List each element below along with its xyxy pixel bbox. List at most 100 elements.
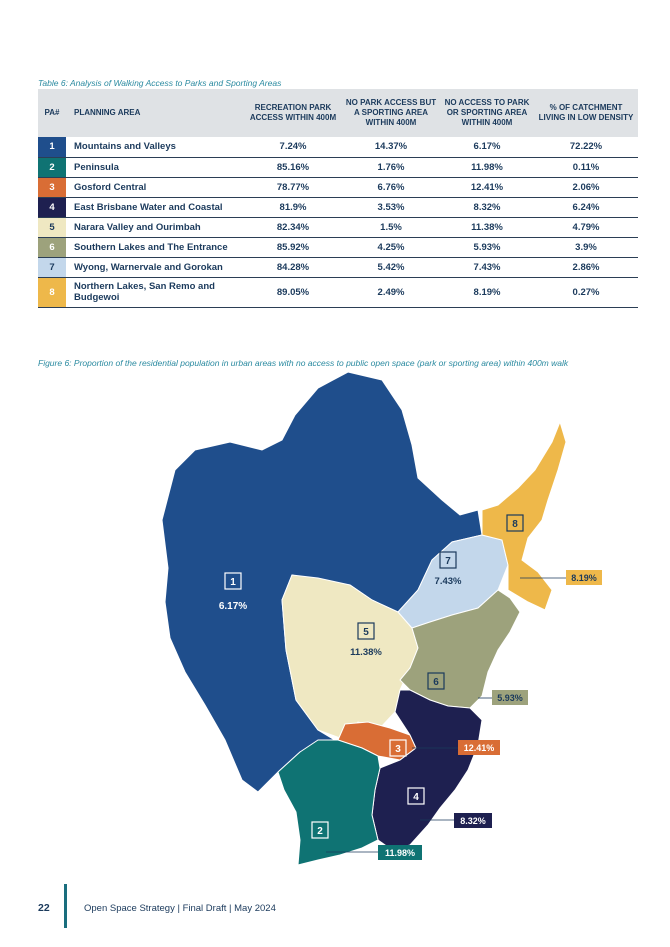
planning-area-name: Southern Lakes and The Entrance	[66, 237, 244, 258]
table-row: 2 Peninsula 85.16% 1.76% 11.98% 0.11%	[38, 157, 638, 178]
svg-text:2: 2	[317, 826, 323, 837]
pa-number: 4	[38, 197, 66, 218]
no-access-value: 6.17%	[440, 137, 534, 158]
header-pa: PA#	[38, 89, 66, 137]
no-access-value: 8.19%	[440, 277, 534, 308]
header-no-access: NO ACCESS TO PARK OR SPORTING AREA WITHI…	[440, 89, 534, 137]
planning-area-name: Northern Lakes, San Remo and Budgewoi	[66, 277, 244, 308]
recreation-access-value: 85.92%	[244, 237, 342, 258]
region-label-1: 1 6.17%	[219, 572, 247, 612]
planning-area-name: East Brisbane Water and Coastal	[66, 197, 244, 218]
planning-area-name: Wyong, Warnervale and Gorokan	[66, 257, 244, 278]
planning-areas-map: 1 6.17% 5 11.38% 7 7.43% 8 6 3 4 2 8.19%…	[161, 371, 602, 866]
planning-area-name: Mountains and Valleys	[66, 137, 244, 158]
svg-text:8.19%: 8.19%	[571, 573, 597, 583]
header-planning-area: PLANNING AREA	[66, 89, 244, 137]
footer-text: Open Space Strategy | Final Draft | May …	[84, 903, 276, 914]
header-sporting-access: NO PARK ACCESS BUT A SPORTING AREA WITHI…	[342, 89, 440, 137]
svg-text:1: 1	[230, 577, 236, 588]
no-access-value: 12.41%	[440, 177, 534, 198]
recreation-access-value: 78.77%	[244, 177, 342, 198]
low-density-value: 2.86%	[534, 257, 638, 278]
svg-text:6.17%: 6.17%	[219, 601, 247, 612]
recreation-access-value: 82.34%	[244, 217, 342, 238]
table-row: 1 Mountains and Valleys 7.24% 14.37% 6.1…	[38, 137, 638, 158]
recreation-access-value: 85.16%	[244, 157, 342, 178]
region-label-7: 7 7.43%	[435, 551, 462, 587]
recreation-access-value: 7.24%	[244, 137, 342, 158]
table-row: 4 East Brisbane Water and Coastal 81.9% …	[38, 197, 638, 218]
sporting-access-value: 6.76%	[342, 177, 440, 198]
low-density-value: 2.06%	[534, 177, 638, 198]
pa-number: 7	[38, 257, 66, 278]
page-number: 22	[38, 902, 50, 914]
table-row: 3 Gosford Central 78.77% 6.76% 12.41% 2.…	[38, 177, 638, 198]
callout-region-2: 11.98%	[378, 845, 422, 860]
pa-number: 6	[38, 237, 66, 258]
no-access-value: 5.93%	[440, 237, 534, 258]
planning-area-name: Narara Valley and Ourimbah	[66, 217, 244, 238]
planning-area-name: Peninsula	[66, 157, 244, 178]
callout-region-8: 8.19%	[566, 570, 602, 585]
walking-access-table: PA# PLANNING AREA RECREATION PARK ACCESS…	[38, 89, 638, 308]
sporting-access-value: 1.5%	[342, 217, 440, 238]
region-2-peninsula	[277, 739, 381, 866]
recreation-access-value: 89.05%	[244, 277, 342, 308]
table-row: 5 Narara Valley and Ourimbah 82.34% 1.5%…	[38, 217, 638, 238]
sporting-access-value: 2.49%	[342, 277, 440, 308]
svg-text:11.38%: 11.38%	[350, 647, 382, 658]
svg-text:3: 3	[395, 744, 401, 755]
low-density-value: 0.11%	[534, 157, 638, 178]
pa-number: 2	[38, 157, 66, 178]
svg-text:8.32%: 8.32%	[460, 816, 486, 826]
region-label-5: 5 11.38%	[350, 622, 382, 658]
pa-number: 3	[38, 177, 66, 198]
low-density-value: 6.24%	[534, 197, 638, 218]
svg-text:4: 4	[413, 792, 419, 803]
svg-text:8: 8	[512, 519, 518, 530]
svg-text:7: 7	[445, 556, 451, 567]
svg-text:6: 6	[433, 677, 439, 688]
callout-region-3: 12.41%	[458, 740, 500, 755]
footer-divider	[64, 884, 67, 928]
pa-number: 1	[38, 137, 66, 158]
no-access-value: 11.98%	[440, 157, 534, 178]
region-label-6: 6	[427, 672, 445, 690]
svg-text:12.41%: 12.41%	[464, 743, 495, 753]
table-caption: Table 6: Analysis of Walking Access to P…	[38, 78, 282, 88]
header-low-density: % OF CATCHMENT LIVING IN LOW DENSITY	[534, 89, 638, 137]
table-row: 8 Northern Lakes, San Remo and Budgewoi …	[38, 277, 638, 308]
low-density-value: 0.27%	[534, 277, 638, 308]
low-density-value: 3.9%	[534, 237, 638, 258]
recreation-access-value: 84.28%	[244, 257, 342, 278]
pa-number: 5	[38, 217, 66, 238]
planning-area-name: Gosford Central	[66, 177, 244, 198]
no-access-value: 7.43%	[440, 257, 534, 278]
svg-text:11.98%: 11.98%	[385, 848, 415, 858]
sporting-access-value: 5.42%	[342, 257, 440, 278]
pa-number: 8	[38, 277, 66, 308]
svg-text:5.93%: 5.93%	[497, 693, 523, 703]
figure-caption: Figure 6: Proportion of the residential …	[38, 358, 569, 368]
low-density-value: 72.22%	[534, 137, 638, 158]
svg-text:5: 5	[363, 627, 369, 638]
region-label-3: 3	[389, 739, 407, 757]
no-access-value: 8.32%	[440, 197, 534, 218]
svg-text:7.43%: 7.43%	[435, 576, 462, 587]
callout-region-4: 8.32%	[454, 813, 492, 828]
region-label-8: 8	[506, 514, 524, 532]
callout-region-6: 5.93%	[492, 690, 528, 705]
sporting-access-value: 1.76%	[342, 157, 440, 178]
recreation-access-value: 81.9%	[244, 197, 342, 218]
table-row: 7 Wyong, Warnervale and Gorokan 84.28% 5…	[38, 257, 638, 278]
region-6-southern-lakes	[399, 589, 521, 709]
low-density-value: 4.79%	[534, 217, 638, 238]
sporting-access-value: 4.25%	[342, 237, 440, 258]
sporting-access-value: 3.53%	[342, 197, 440, 218]
header-recreation-access: RECREATION PARK ACCESS WITHIN 400M	[244, 89, 342, 137]
region-8-northern-lakes	[481, 420, 567, 611]
sporting-access-value: 14.37%	[342, 137, 440, 158]
region-label-2: 2	[311, 821, 329, 839]
region-label-4: 4	[407, 787, 425, 805]
region-4-east-brisbane-water	[371, 689, 483, 851]
